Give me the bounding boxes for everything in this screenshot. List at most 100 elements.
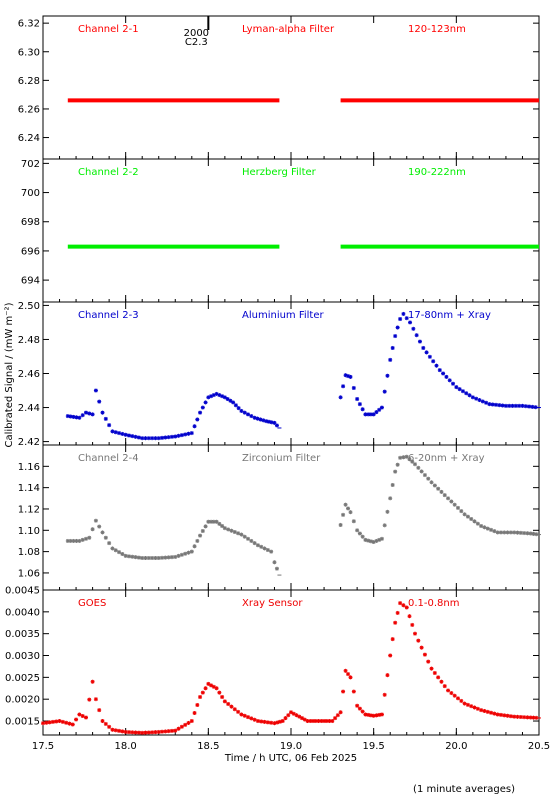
y-tick-label-goes: 0.0040	[5, 607, 40, 618]
data-point-ch24	[341, 512, 346, 517]
data-point-ch24	[489, 527, 494, 532]
data-point-ch23	[464, 391, 469, 396]
data-point-goes	[341, 689, 346, 694]
data-point-goes	[426, 659, 431, 664]
data-point-ch23	[163, 435, 168, 440]
data-point-goes	[459, 698, 464, 703]
data-point-goes	[246, 715, 251, 720]
data-point-goes	[70, 722, 75, 727]
data-point-ch23	[487, 402, 492, 407]
data-point-goes	[153, 730, 158, 735]
data-point-ch23	[87, 411, 92, 416]
data-point-ch24	[432, 483, 437, 488]
data-point-ch23	[169, 434, 174, 439]
data-point-ch24	[439, 489, 444, 494]
data-point-goes	[390, 637, 395, 642]
panel-frame-ch22	[42, 158, 540, 303]
data-point-ch24	[203, 524, 208, 529]
y-tick-label-goes: 0.0020	[5, 695, 40, 706]
data-point-ch23	[444, 374, 449, 379]
panel-label-ch24: 6-20nm + Xray	[408, 453, 485, 464]
x-tick-label: 18.5	[197, 741, 219, 752]
data-point-ch23	[252, 415, 257, 420]
y-tick-label-ch24: 1.10	[18, 526, 40, 537]
data-point-goes	[398, 601, 403, 606]
data-point-goes	[67, 721, 72, 726]
data-point-ch23	[393, 334, 398, 339]
data-point-goes	[330, 719, 335, 724]
data-point-ch24	[100, 530, 105, 535]
data-point-goes	[192, 711, 197, 716]
data-point-goes	[462, 701, 467, 706]
data-point-ch24	[401, 455, 406, 460]
data-point-goes	[252, 717, 257, 722]
y-tick-label-ch22: 702	[21, 159, 40, 170]
data-point-goes	[189, 719, 194, 724]
x-axis-label: Time / h UTC, 06 Feb 2025	[224, 753, 357, 764]
data-point-ch23	[414, 333, 419, 338]
data-point-goes	[249, 716, 254, 721]
data-point-ch23	[447, 378, 452, 383]
data-point-ch23	[246, 412, 251, 417]
y-tick-label-ch21: 6.30	[18, 47, 40, 58]
data-point-ch24	[385, 509, 390, 514]
y-tick-label-ch21: 6.24	[18, 133, 40, 144]
footnote: (1 minute averages)	[413, 784, 515, 795]
data-point-goes	[449, 691, 454, 696]
data-point-ch23	[136, 435, 141, 440]
data-point-ch23	[388, 357, 393, 362]
data-point-ch24	[382, 523, 387, 528]
data-point-goes	[103, 721, 108, 726]
data-point-goes	[413, 631, 417, 636]
data-point-ch24	[133, 555, 138, 560]
data-point-goes	[176, 726, 181, 731]
data-point-goes	[492, 711, 497, 716]
panel-label-ch24: Channel 2-4	[78, 453, 139, 464]
panel-frame-ch24	[42, 444, 540, 591]
data-point-goes	[522, 715, 527, 720]
data-point-goes	[93, 697, 98, 702]
data-point-ch24	[239, 532, 244, 537]
data-point-goes	[166, 729, 171, 734]
data-point-ch24	[272, 560, 277, 565]
data-point-goes	[416, 638, 421, 643]
data-point-ch23	[189, 431, 194, 436]
data-point-ch23	[242, 410, 247, 415]
data-point-goes	[229, 704, 234, 709]
data-point-ch24	[229, 528, 234, 533]
x-tick-label: 20.0	[445, 741, 467, 752]
data-point-goes	[255, 719, 260, 724]
data-point-ch24	[485, 526, 490, 531]
data-point-goes	[150, 730, 155, 735]
data-point-ch23	[113, 430, 118, 435]
data-point-goes	[407, 614, 412, 619]
data-point-goes	[275, 720, 280, 725]
data-point-goes	[419, 645, 424, 650]
data-point-ch23	[341, 384, 346, 389]
data-point-ch24	[232, 530, 237, 534]
data-point-ch23	[126, 433, 131, 438]
data-point-ch24	[348, 510, 353, 515]
data-point-goes	[395, 610, 400, 615]
data-point-ch23	[513, 403, 518, 408]
data-point-goes	[518, 715, 523, 720]
data-point-goes	[368, 713, 373, 718]
data-point-ch23	[236, 406, 241, 411]
data-point-goes	[472, 705, 477, 710]
y-tick-label-ch23: 2.48	[18, 335, 40, 346]
data-point-ch24	[103, 535, 108, 540]
data-point-ch23	[200, 405, 205, 410]
data-point-ch24	[87, 535, 92, 540]
data-point-ch23	[470, 395, 475, 400]
data-point-ch23	[395, 325, 400, 330]
data-point-ch23	[401, 311, 406, 316]
data-point-goes	[404, 605, 409, 610]
data-point-goes	[469, 704, 474, 709]
data-point-goes	[475, 706, 480, 711]
data-point-ch24	[416, 465, 421, 470]
y-tick-label-ch21: 6.26	[18, 104, 40, 115]
data-point-ch24	[200, 529, 205, 534]
data-point-ch23	[183, 432, 188, 437]
y-tick-label-ch21: 6.28	[18, 76, 40, 87]
data-point-ch23	[460, 389, 465, 394]
